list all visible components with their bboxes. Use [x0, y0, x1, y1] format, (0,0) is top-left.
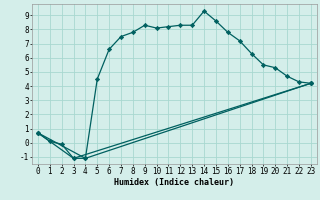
X-axis label: Humidex (Indice chaleur): Humidex (Indice chaleur) [115, 178, 234, 187]
